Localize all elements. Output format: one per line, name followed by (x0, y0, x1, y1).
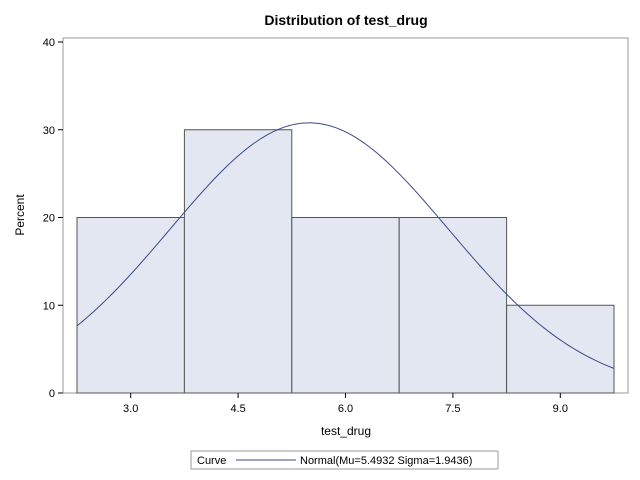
x-tick-label: 3.0 (123, 403, 138, 415)
legend-label: Normal(Mu=5.4932 Sigma=1.9436) (300, 455, 472, 467)
chart-title: Distribution of test_drug (264, 12, 427, 28)
y-axis-label: Percent (13, 194, 27, 236)
x-tick-label: 7.5 (445, 403, 460, 415)
y-axis: 0 10 20 30 40 (43, 37, 63, 400)
histogram-bars (76, 129, 615, 394)
y-tick-label: 40 (43, 37, 55, 49)
legend-box (190, 450, 499, 470)
y-tick-label: 0 (49, 388, 55, 400)
y-tick-label: 20 (43, 213, 55, 225)
histogram-bar-4 (398, 217, 508, 394)
histogram-bar-3 (291, 217, 400, 394)
x-tick-label: 9.0 (553, 403, 568, 415)
x-axis-label: test_drug (321, 424, 371, 438)
normal-curve (76, 122, 615, 369)
histogram-bar-5 (506, 304, 615, 394)
x-tick-label: 6.0 (338, 403, 353, 415)
x-axis: 3.0 4.5 6.0 7.5 9.0 (123, 393, 568, 415)
x-tick-label: 4.5 (230, 403, 245, 415)
y-tick-label: 10 (43, 300, 55, 312)
histogram-bar-1 (76, 217, 185, 394)
histogram-bar-2 (183, 129, 293, 394)
y-tick-label: 30 (43, 125, 55, 137)
legend-title: Curve (197, 455, 226, 467)
legend: Curve Normal(Mu=5.4932 Sigma=1.9436) (190, 450, 499, 470)
